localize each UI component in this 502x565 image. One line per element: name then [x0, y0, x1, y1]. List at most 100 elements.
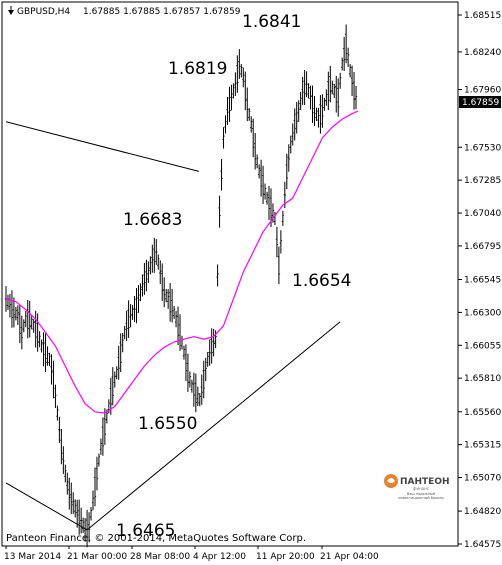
ohlc-bar [311, 85, 314, 123]
ohlc-bar [137, 285, 140, 313]
ohlc-bar [64, 464, 67, 483]
ohlc-bar [113, 371, 116, 388]
ohlc-bar [222, 127, 225, 149]
ohlc-bar [48, 352, 51, 367]
ohlc-bar [340, 57, 344, 71]
ohlc-bar [72, 492, 75, 514]
ohlc-bar [60, 429, 63, 465]
ohlc-bar [14, 307, 18, 321]
ohlc-bar [319, 95, 322, 134]
ohlc-bar [342, 36, 346, 71]
ohlc-bar [327, 71, 330, 111]
current-price-label: 1.67859 [462, 98, 499, 108]
ohlc-bar [257, 164, 261, 179]
ohlc-bar [172, 305, 176, 319]
annotation-1.6654: 1.6654 [292, 271, 351, 291]
y-tick-label-2: 1.67960 [464, 86, 501, 96]
ohlc-bar [234, 72, 237, 97]
ohlc-bar [313, 96, 316, 126]
ohlc-bar [168, 283, 172, 322]
ohlc-bar [157, 254, 160, 270]
ohlc-bar [206, 351, 209, 367]
annotation-1.6550: 1.6550 [138, 414, 197, 434]
logo-sub: финанс [413, 486, 429, 491]
ohlc-bar [279, 230, 283, 254]
ohlc-bar [321, 94, 324, 128]
ohlc-bar [170, 288, 174, 323]
ohlc-bar [299, 91, 302, 111]
ohlc-bar [236, 55, 239, 93]
ohlc-bar [335, 75, 338, 113]
annotation-1.6465: 1.6465 [116, 521, 175, 541]
ohlc-bar [28, 300, 31, 338]
ohlc-bar [75, 499, 79, 528]
ohlc-bar [190, 379, 194, 393]
y-tick-label-7: 1.66795 [464, 242, 501, 252]
ohlc-bar [115, 366, 118, 380]
ohlc-bar [117, 345, 120, 380]
ohlc-bar [204, 357, 207, 382]
ohlc-bar [145, 259, 148, 292]
time-axis: 13 Mar 2014 21 Mar 00:00 28 Mar 08:00 4 Apr… [4, 546, 379, 562]
ohlc-bar [123, 325, 126, 340]
ohlc-bar [339, 72, 342, 89]
ohlc-bar [297, 100, 300, 122]
ohlc-bar [44, 333, 47, 372]
ohlc-bar [200, 374, 203, 405]
ohlc-bar [202, 360, 205, 399]
ohlc-bar [210, 328, 213, 364]
trendlines [5, 121, 341, 531]
ohlc-bar [166, 289, 170, 309]
lower-trend [86, 321, 341, 531]
ohlc-bar [212, 328, 215, 357]
header-ohlc: 1.67885 1.67885 1.67857 1.67859 [83, 7, 241, 17]
ohlc-bar [246, 87, 249, 122]
ohlc-bar [58, 416, 61, 443]
x-tick-label-2: 28 Mar 08:00 [130, 552, 190, 562]
y-tick-label-10: 1.66055 [464, 341, 501, 351]
ohlc-bar [250, 116, 253, 133]
y-tick-label-6: 1.67040 [464, 209, 501, 219]
ohlc-bar [62, 446, 65, 474]
ohlc-bar [16, 305, 20, 325]
ohlc-bar [18, 304, 22, 344]
annotations: 1.6841 1.6819 1.6683 1.6654 1.6550 1.646… [116, 12, 351, 541]
ohlc-bar [226, 97, 229, 125]
ohlc-bar [285, 153, 289, 190]
ohlc-bar [192, 372, 196, 407]
ohlc-bar [184, 344, 188, 382]
ohlc-bar [77, 499, 81, 535]
ohlc-bar [182, 345, 186, 360]
y-tick-label-0: 1.68515 [464, 11, 501, 21]
copyright-text: Panteon Finance, © 2001-2014, MetaQuotes… [6, 533, 306, 544]
panteon-logo: ПАНТЕОН финанс Ваш надежный инвестиционн… [381, 470, 450, 500]
ohlc-bar [337, 78, 340, 117]
ohlc-bar [348, 64, 352, 78]
price-bars [4, 24, 358, 548]
ohlc-bar [242, 67, 245, 88]
ohlc-bar [291, 123, 294, 146]
y-tick-label-4: 1.67530 [464, 143, 501, 153]
y-tick-label-9: 1.66300 [464, 308, 501, 318]
ohlc-bar [34, 310, 37, 348]
ohlc-bar [352, 72, 356, 110]
ohlc-bar [176, 306, 180, 346]
ohlc-bar [81, 517, 85, 533]
ohlc-bar [54, 384, 57, 408]
ohlc-bar [36, 313, 39, 352]
ohlc-bar [20, 315, 24, 350]
chart-arrow-icon [8, 6, 14, 15]
panteon-logo-icon [384, 474, 398, 488]
ohlc-bar [70, 482, 73, 515]
ohlc-bar [218, 195, 221, 228]
ohlc-bar [315, 107, 318, 122]
ohlc-bar [26, 299, 29, 339]
y-tick-label-16: 1.64575 [464, 540, 501, 550]
ohlc-bar [251, 118, 255, 158]
ohlc-bar [253, 133, 257, 170]
x-tick-label-4: 11 Apr 20:00 [256, 552, 315, 562]
ohlc-bar [38, 331, 41, 348]
ohlc-bar [83, 518, 87, 542]
ohlc-bar [155, 239, 158, 265]
